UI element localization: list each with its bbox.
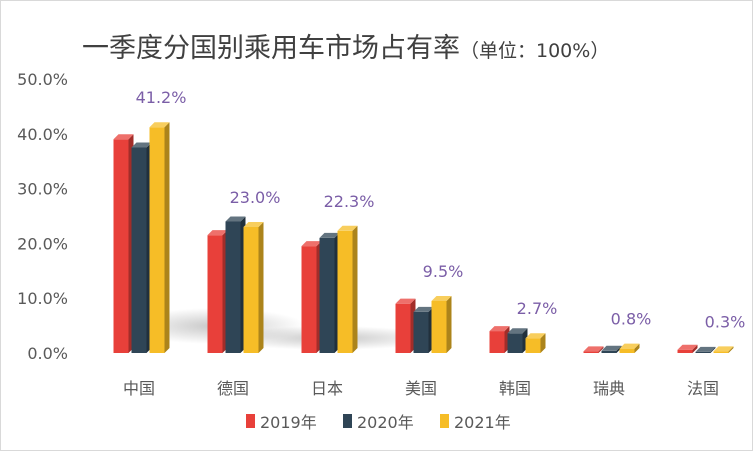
bar-2020年-瑞典: [601, 345, 622, 353]
data-label: 41.2%: [136, 88, 187, 107]
bars: [113, 122, 734, 353]
bar-2019年-法国: [677, 344, 698, 353]
legend-item: 2021年: [440, 413, 511, 432]
data-label: 9.5%: [423, 262, 464, 281]
bar-2019年-美国: [395, 298, 416, 353]
data-label: 0.3%: [705, 312, 746, 331]
bar-2019年-瑞典: [583, 346, 604, 353]
x-tick-label: 中国: [123, 379, 155, 398]
legend: 2019年 2020年 2021年: [246, 413, 511, 432]
bar-2019年-韩国: [489, 326, 510, 353]
legend-swatch: [246, 414, 255, 428]
chart-title: 一季度分国别乘用车市场占有率（单位：100%）: [82, 26, 609, 65]
x-tick-label: 德国: [217, 379, 249, 398]
floor-shadow: [125, 308, 440, 350]
bar-2021年-德国: [243, 221, 264, 353]
bar-2021年-瑞典: [619, 343, 640, 353]
x-tick-label: 日本: [311, 379, 343, 398]
bar-2020年-美国: [413, 306, 434, 353]
y-tick-label: 0.0%: [27, 344, 68, 363]
bar-2021年-美国: [431, 295, 452, 353]
y-tick-label: 10.0%: [17, 289, 68, 308]
bar-2019年-德国: [207, 230, 228, 353]
legend-label: 2019年: [260, 413, 317, 432]
bar-2020年-韩国: [507, 328, 528, 353]
bar-2019年-日本: [301, 241, 322, 353]
legend-item: 2020年: [343, 413, 414, 432]
bar-2021年-法国: [713, 346, 734, 353]
chart-title-unit: （单位：100%）: [460, 40, 610, 62]
bar-2021年-中国: [149, 122, 170, 353]
legend-swatch: [343, 414, 352, 428]
x-tick-label: 美国: [405, 379, 437, 398]
legend-label: 2020年: [357, 413, 414, 432]
legend-item: 2019年: [246, 413, 317, 432]
data-label: 2.7%: [517, 299, 558, 318]
data-label: 22.3%: [324, 192, 375, 211]
x-tick-label: 韩国: [499, 379, 531, 398]
x-tick-label: 瑞典: [593, 379, 625, 398]
y-tick-label: 30.0%: [17, 180, 68, 199]
bar-2021年-韩国: [525, 333, 546, 353]
data-label: 23.0%: [230, 188, 281, 207]
bar-2020年-日本: [319, 232, 340, 353]
x-axis: 中国 德国 日本 美国 韩国 瑞典 法国: [123, 379, 719, 398]
legend-swatch: [440, 414, 449, 428]
y-tick-label: 40.0%: [17, 125, 68, 144]
bar-2020年-中国: [131, 142, 152, 353]
data-label: 0.8%: [611, 310, 652, 329]
chart-title-main: 一季度分国别乘用车市场占有率: [82, 33, 460, 64]
bar-2020年-法国: [695, 346, 716, 353]
x-tick-label: 法国: [687, 379, 719, 398]
data-labels: 41.2% 23.0% 22.3% 9.5% 2.7% 0.8% 0.3%: [136, 88, 746, 331]
bar-2020年-德国: [225, 216, 246, 353]
y-axis: 0.0% 10.0% 20.0% 30.0% 40.0% 50.0%: [17, 70, 68, 363]
y-tick-label: 20.0%: [17, 234, 68, 253]
y-tick-label: 50.0%: [17, 70, 68, 89]
legend-label: 2021年: [454, 413, 511, 432]
bar-2019年-中国: [113, 134, 134, 353]
bar-2021年-日本: [337, 225, 358, 353]
